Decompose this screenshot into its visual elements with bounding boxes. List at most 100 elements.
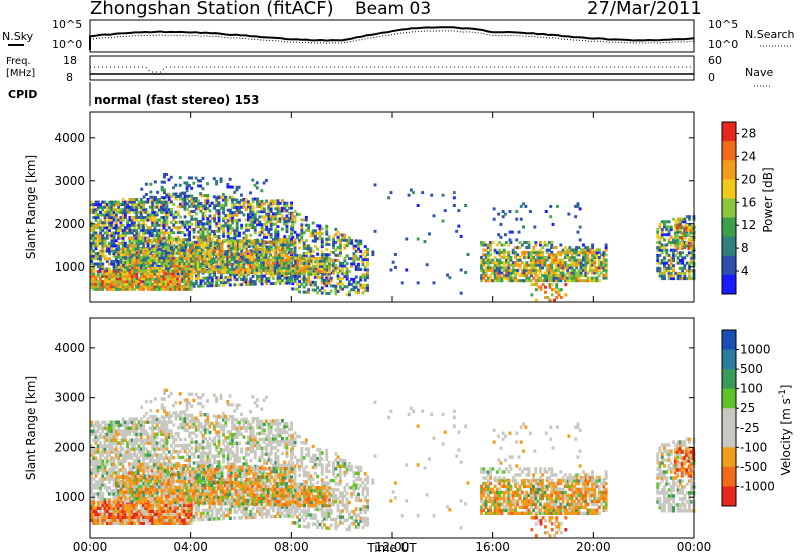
power-cell (180, 274, 184, 278)
power-cell (307, 229, 311, 232)
power-cell (155, 200, 159, 204)
power-cell (157, 223, 161, 227)
power-cell (190, 202, 194, 206)
power-cell (188, 225, 191, 229)
power-cell (510, 230, 514, 234)
power-cell (669, 228, 673, 232)
power-cell (157, 240, 161, 243)
power-cell (320, 242, 324, 246)
power-cell (169, 254, 173, 258)
power-cell (551, 222, 555, 226)
power-cell (577, 279, 581, 283)
power-cell (591, 271, 594, 275)
power-cell (244, 258, 248, 262)
power-cell (153, 287, 157, 291)
power-cell (201, 257, 205, 261)
power-cell (262, 210, 266, 214)
power-cell (394, 253, 397, 256)
power-cell (101, 239, 105, 243)
power-cell (159, 240, 163, 244)
power-cell (484, 256, 488, 259)
power-cell (575, 266, 579, 270)
power-cell (334, 289, 338, 293)
power-cell (112, 259, 116, 263)
power-cell (202, 248, 206, 252)
power-cell (500, 266, 504, 270)
power-cell (184, 245, 188, 249)
power-cell (164, 280, 168, 284)
power-cell (201, 194, 205, 198)
power-cell (269, 271, 273, 275)
power-cell (507, 256, 511, 259)
power-cell (181, 220, 185, 224)
power-cell (482, 271, 486, 275)
velocity-cell (90, 420, 93, 424)
power-cell (204, 243, 208, 247)
power-cell (660, 220, 664, 224)
power-cell (656, 246, 660, 250)
power-cell (235, 255, 239, 259)
power-cell (128, 274, 132, 278)
power-cell (137, 250, 141, 254)
power-cell (336, 253, 340, 257)
power-cell (283, 222, 287, 226)
power-cell (300, 236, 304, 240)
power-cell (90, 210, 93, 214)
power-cell (559, 288, 563, 292)
power-cell (672, 253, 675, 257)
power-cell (176, 256, 180, 260)
power-cell (568, 248, 572, 252)
power-cell (235, 211, 239, 214)
power-cell (244, 283, 248, 286)
power-cell (525, 274, 529, 278)
power-cell (561, 276, 565, 280)
power-cell (343, 274, 347, 278)
power-cell (219, 206, 223, 210)
power-cell (112, 277, 116, 281)
power-cell (228, 270, 232, 274)
power-cell (688, 215, 691, 219)
power-cell (160, 266, 164, 270)
power-cell (172, 186, 175, 190)
velocity-cell (96, 450, 100, 454)
power-cell (124, 231, 127, 235)
power-cell (262, 243, 266, 247)
power-cell (350, 257, 354, 261)
power-cell (321, 270, 325, 273)
power-cell (516, 279, 520, 283)
power-cell (274, 199, 278, 203)
velocity-cell (108, 432, 111, 436)
power-cell (192, 209, 196, 213)
power-cell (165, 195, 169, 199)
power-cell (660, 259, 664, 262)
power-cell (536, 263, 540, 267)
power-cell (586, 276, 590, 280)
power-cell (203, 267, 207, 271)
power-cell (199, 235, 203, 239)
power-cell (231, 221, 235, 225)
power-cell (137, 280, 141, 284)
velocity-cell (94, 474, 98, 478)
power-cell (690, 261, 694, 265)
power-cell (507, 279, 511, 283)
velocity-cell (108, 438, 111, 442)
power-cell (508, 210, 512, 213)
power-cell (213, 284, 216, 287)
power-cell (232, 270, 236, 274)
power-cell (179, 231, 182, 234)
power-cell (520, 251, 524, 255)
power-cell (212, 265, 216, 269)
power-cell (215, 224, 219, 228)
velocity-cell (94, 471, 98, 475)
power-cell (228, 278, 232, 282)
power-cell (183, 254, 187, 258)
power-cell (137, 226, 141, 230)
power-cell (276, 271, 279, 275)
power-cell (201, 270, 205, 274)
power-cell (233, 236, 237, 240)
power-cell (529, 274, 533, 278)
power-cell (235, 229, 239, 233)
power-cell (302, 251, 306, 255)
power-cell (251, 213, 255, 217)
power-cell (183, 205, 187, 209)
